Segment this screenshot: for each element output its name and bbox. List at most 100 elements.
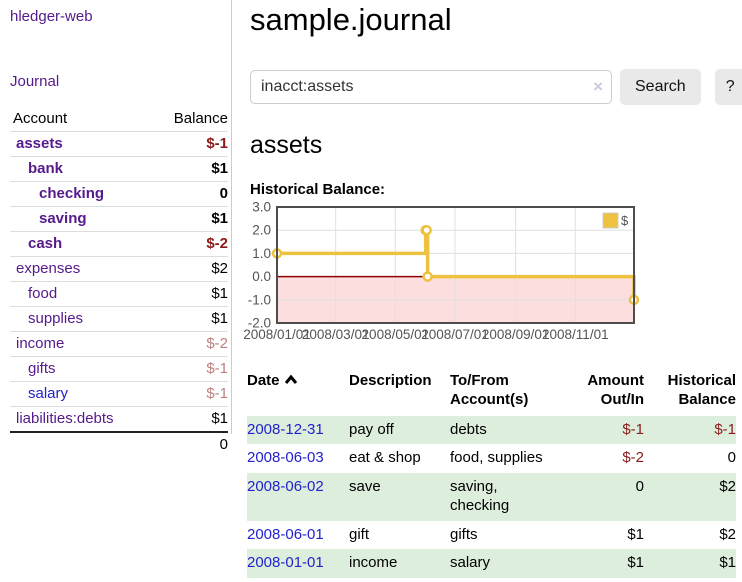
- col-historical-balance: Historical Balance: [667, 371, 736, 409]
- transaction-row: 2008-06-03 eat & shop food, supplies $-2…: [247, 444, 736, 473]
- transaction-accounts: debts: [450, 415, 582, 445]
- account-balance: $-1: [153, 131, 228, 157]
- account-balance: $1: [153, 281, 228, 307]
- svg-text:2008/01/01: 2008/01/01: [243, 327, 311, 342]
- account-balance: $-2: [153, 231, 228, 257]
- accounts-header-row: Account Balance: [10, 107, 228, 132]
- account-balance: $2: [153, 256, 228, 282]
- transaction-row: 2008-01-01 income salary $1 $1: [247, 549, 736, 578]
- svg-text:2.0: 2.0: [252, 222, 271, 237]
- accounts-table: Account Balance assets $-1 bank $1 check…: [10, 107, 228, 457]
- account-row: supplies $1: [10, 306, 228, 332]
- transaction-balance: $1: [644, 549, 736, 578]
- svg-text:3.0: 3.0: [252, 199, 271, 214]
- transaction-description: gift: [349, 525, 370, 543]
- transaction-description: income: [349, 549, 450, 578]
- transaction-balance: 0: [727, 449, 736, 467]
- svg-text:$: $: [621, 213, 629, 228]
- account-balance: $1: [153, 306, 228, 332]
- svg-text:2008/03/01: 2008/03/01: [302, 327, 370, 342]
- brand-link[interactable]: hledger-web: [10, 8, 93, 25]
- svg-text:2008/05/01: 2008/05/01: [362, 327, 430, 342]
- account-link-gifts[interactable]: gifts: [28, 360, 56, 377]
- col-date[interactable]: Date: [247, 369, 349, 416]
- search-button[interactable]: Search: [620, 68, 701, 105]
- account-row: food $1: [10, 281, 228, 307]
- account-link-food[interactable]: food: [28, 285, 58, 302]
- register-header-row: Date Description To/From Account(s) Amou…: [247, 369, 736, 416]
- register-table: Date Description To/From Account(s) Amou…: [247, 369, 736, 578]
- account-link-saving[interactable]: saving: [39, 210, 87, 227]
- transaction-accounts: food, supplies: [450, 449, 543, 467]
- transaction-amount: 0: [582, 472, 644, 521]
- transaction-date-link[interactable]: 2008-12-31: [247, 420, 324, 438]
- col-tofrom-accounts: To/From Account(s): [450, 371, 529, 409]
- transaction-description: save: [349, 472, 450, 521]
- account-link-assets[interactable]: assets: [16, 135, 63, 152]
- svg-text:0.0: 0.0: [252, 269, 271, 284]
- transaction-amount: $-2: [622, 449, 644, 467]
- sidebar: hledger-web Journal Account Balance asse…: [0, 0, 232, 453]
- col-description: Description: [349, 371, 432, 389]
- journal-link[interactable]: Journal: [10, 73, 60, 90]
- search-bar: × Search ?: [250, 68, 742, 105]
- svg-text:2008/07/01: 2008/07/01: [421, 327, 489, 342]
- chart-canvas: $3.0 2.0 1.0 0.0 -1.0 -2.02008/01/012008/03/0…: [243, 199, 640, 342]
- main-content: sample.journal × Search ? assets Histori…: [232, 0, 742, 578]
- account-row: cash $-2: [10, 231, 228, 257]
- transaction-balance: $-1: [644, 415, 736, 445]
- account-row: expenses $2: [10, 256, 228, 282]
- account-row: assets $-1: [10, 131, 228, 157]
- transaction-description: eat & shop: [349, 449, 421, 467]
- sort-ascending-icon: [284, 371, 298, 391]
- account-row: gifts $-1: [10, 356, 228, 382]
- transaction-accounts: gifts: [450, 525, 478, 543]
- account-link-income[interactable]: income: [16, 335, 65, 352]
- account-link-supplies[interactable]: supplies: [28, 310, 84, 327]
- transaction-row: 2008-06-02 save saving, checking 0 $2: [247, 472, 736, 521]
- transaction-date-link[interactable]: 2008-06-02: [247, 477, 324, 495]
- transaction-date-link[interactable]: 2008-06-01: [247, 525, 324, 543]
- transaction-amount: $1: [582, 549, 644, 578]
- account-link-cash[interactable]: cash: [28, 235, 63, 252]
- account-link-liabilities-debts[interactable]: liabilities:debts: [16, 410, 114, 427]
- transaction-date-link[interactable]: 2008-06-03: [247, 449, 324, 467]
- transaction-amount: $-1: [582, 415, 644, 445]
- account-row: income $-2: [10, 331, 228, 357]
- account-balance: $1: [153, 156, 228, 182]
- transaction-balance: $2: [644, 472, 736, 521]
- search-input[interactable]: [250, 69, 612, 104]
- account-row: bank $1: [10, 156, 228, 182]
- svg-text:2008/09/01: 2008/09/01: [482, 327, 550, 342]
- account-heading: assets: [250, 130, 323, 159]
- account-balance: $-1: [153, 381, 228, 407]
- transaction-row: 2008-06-01 gift gifts $1 $2: [247, 521, 736, 550]
- transaction-amount: $1: [627, 525, 644, 543]
- account-row: saving $1: [10, 206, 228, 232]
- account-balance: $1: [153, 406, 228, 433]
- transaction-description: pay off: [349, 415, 450, 445]
- svg-text:-1.0: -1.0: [248, 292, 271, 307]
- transaction-date-link[interactable]: 2008-01-01: [247, 554, 324, 572]
- accounts-col-balance: Balance: [153, 107, 228, 132]
- transaction-balance: $2: [719, 525, 736, 543]
- account-link-bank[interactable]: bank: [28, 160, 64, 177]
- svg-text:2008/11/01: 2008/11/01: [542, 327, 609, 342]
- accounts-col-account: Account: [10, 107, 154, 132]
- transaction-accounts: saving, checking: [450, 472, 582, 521]
- accounts-total: 0: [219, 436, 228, 453]
- historical-balance-chart: $3.0 2.0 1.0 0.0 -1.0 -2.0 2008/01/01 2008/03/0…: [243, 199, 742, 352]
- app-brand: hledger-web: [10, 8, 227, 26]
- col-amount: Amount Out/In: [587, 371, 644, 409]
- account-balance: $-1: [153, 356, 228, 382]
- account-link-checking[interactable]: checking: [39, 185, 105, 202]
- svg-text:-2.0: -2.0: [248, 315, 271, 330]
- accounts-total-row: 0: [10, 432, 228, 457]
- svg-text:1.0: 1.0: [252, 246, 271, 261]
- help-button[interactable]: ?: [714, 68, 742, 105]
- account-row: checking 0: [10, 181, 228, 207]
- clear-search-icon[interactable]: ×: [593, 76, 603, 96]
- nav-journal: Journal: [10, 73, 227, 91]
- account-link-salary[interactable]: salary: [28, 385, 69, 402]
- account-link-expenses[interactable]: expenses: [16, 260, 81, 277]
